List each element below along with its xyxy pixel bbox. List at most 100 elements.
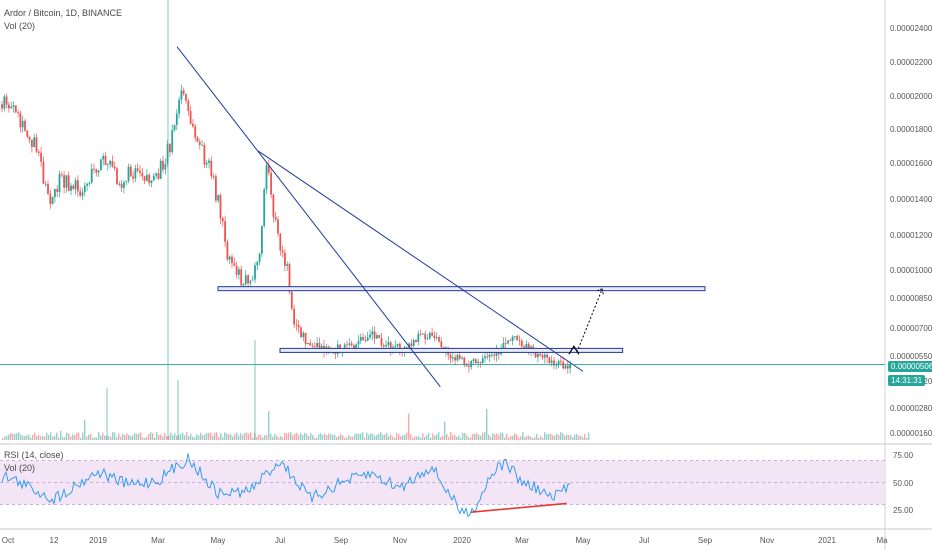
volume-bar [256, 436, 258, 440]
volume-bar [492, 433, 494, 440]
candle-body [281, 250, 284, 253]
candle-body [233, 263, 236, 266]
volume-bar [314, 437, 316, 440]
candle-body [566, 365, 569, 369]
candle-body [541, 355, 544, 358]
volume-bar [150, 432, 152, 440]
candle-body [380, 337, 383, 346]
volume-bar [82, 432, 84, 440]
volume-bar [540, 435, 542, 440]
volume-bar [34, 432, 36, 440]
candle-body [502, 343, 505, 350]
trendline-2 [258, 150, 584, 372]
volume-bar [210, 432, 212, 440]
volume-bar [148, 433, 150, 440]
volume-bar [90, 433, 92, 440]
candle-body [162, 160, 164, 170]
time-tick-label: Mar [151, 536, 165, 545]
candle-body [569, 364, 571, 369]
volume-bar [28, 434, 30, 440]
candle-body [86, 183, 88, 186]
volume-bar [570, 435, 572, 440]
candle-body [113, 166, 116, 169]
candle-body [182, 90, 185, 94]
candle-body [415, 339, 417, 342]
volume-bar [226, 433, 228, 440]
candle-body [51, 197, 54, 204]
volume-bar [498, 434, 500, 440]
candle-body [440, 341, 443, 348]
volume-bar [502, 432, 504, 440]
candle-body [132, 176, 134, 179]
price-tick-label: 0.00001400 [890, 195, 932, 204]
volume-bar [468, 437, 470, 440]
projection-line [576, 288, 603, 353]
candle-body [507, 340, 509, 344]
volume-bar [118, 433, 120, 440]
volume-bar [276, 435, 278, 440]
volume-bar [528, 435, 530, 440]
candle-body [31, 139, 33, 148]
volume-bar [456, 436, 458, 440]
candle-body [102, 155, 105, 160]
volume-bar [410, 434, 412, 440]
volume-bar [508, 437, 510, 440]
volume-bar [462, 432, 464, 440]
volume-bar [430, 437, 432, 440]
candle-body [339, 344, 341, 352]
volume-bar [574, 434, 576, 440]
candle-body [307, 342, 309, 345]
candle-body [343, 344, 346, 352]
volume-bar [472, 434, 474, 440]
time-tick-label: Nov [760, 536, 774, 545]
volume-bar [84, 419, 86, 440]
volume-bar [176, 435, 178, 440]
volume-bar [444, 421, 446, 440]
volume-bar [546, 434, 548, 440]
volume-bar [158, 434, 160, 440]
candle-body [449, 354, 452, 359]
rsi-divergence-line [470, 502, 567, 513]
volume-bar [308, 436, 310, 440]
time-tick-label: 2021 [818, 536, 836, 545]
volume-bar [516, 434, 518, 440]
horizontal-zone-2 [279, 347, 624, 353]
volume-bar [192, 436, 194, 440]
candle-body [141, 172, 144, 177]
candle-body [318, 342, 321, 351]
price-tick-label: 0.00002400 [890, 24, 932, 33]
candle-body [90, 168, 93, 183]
rsi-volume-label: Vol (20) [4, 463, 36, 473]
volume-bar [476, 432, 478, 440]
volume-bar [578, 435, 580, 440]
volume-bar [568, 435, 570, 440]
volume-bar [562, 433, 564, 440]
volume-bar [446, 434, 448, 440]
volume-bar [268, 411, 270, 440]
volume-bar [250, 432, 252, 440]
candle-body [152, 175, 155, 181]
volume-bar [550, 433, 552, 440]
volume-bar [92, 437, 94, 440]
volume-bar [242, 434, 244, 440]
volume-bar [26, 435, 28, 440]
candle-body [118, 183, 121, 185]
candle-body [49, 193, 52, 204]
candle-body [192, 123, 194, 127]
candle-body [44, 183, 47, 185]
candle-body [203, 144, 206, 165]
projection-arrowhead [597, 287, 604, 295]
volume-bar [294, 433, 296, 440]
volume-bar [270, 433, 272, 440]
candle-body [19, 113, 22, 128]
last-price-tag: 0.00000506 [888, 361, 932, 372]
volume-bar [526, 436, 528, 440]
candle-body [187, 100, 190, 112]
volume-bar [194, 437, 196, 440]
candle-body [47, 183, 49, 194]
time-tick-label: 2019 [89, 536, 107, 545]
volume-bar [60, 430, 62, 440]
volume-bar [130, 436, 132, 440]
candle-body [286, 264, 289, 266]
volume-bar [112, 432, 114, 440]
